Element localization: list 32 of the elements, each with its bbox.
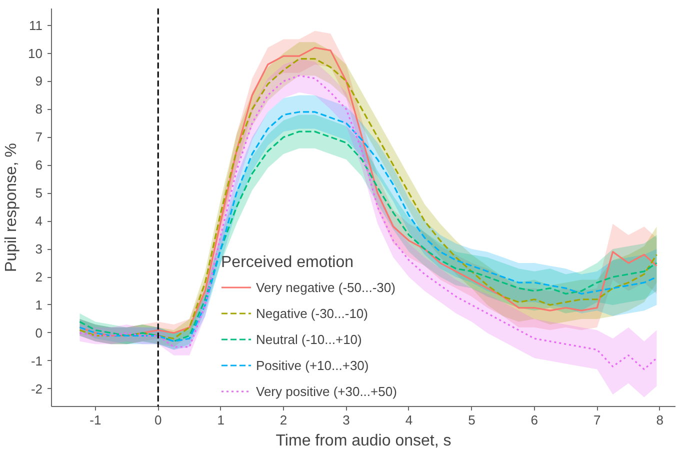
y-tick-label: 5 (35, 186, 43, 201)
x-tick-label: 0 (154, 412, 162, 428)
legend-label: Neutral (-10...+10) (256, 332, 362, 346)
y-tick-label: 6 (35, 158, 43, 173)
legend-label: Very negative (-50...-30) (256, 280, 396, 294)
x-axis-title: Time from audio onset, s (276, 432, 452, 450)
y-tick-label: 11 (29, 18, 43, 33)
y-axis-title: Pupil response, % (3, 143, 20, 272)
x-tick-label: 1 (217, 412, 224, 428)
legend-label: Very positive (+30...+50) (256, 384, 397, 398)
y-tick-label: 7 (35, 130, 43, 145)
y-tick-label: -2 (30, 381, 43, 396)
x-tick-label: 5 (468, 412, 476, 428)
legend-label: Negative (-30...-10) (256, 306, 368, 320)
y-tick-label: 4 (35, 214, 43, 229)
x-tick-label: 4 (405, 412, 413, 428)
x-tick-label: 3 (342, 412, 350, 428)
y-tick-label: 2 (35, 270, 43, 285)
y-tick-label: 3 (35, 242, 43, 257)
x-tick-label: -1 (90, 412, 102, 428)
y-tick-label: 9 (35, 74, 43, 89)
x-tick-label: 8 (656, 412, 664, 428)
x-tick-label: 7 (593, 412, 601, 428)
x-tick-label: 6 (530, 412, 538, 428)
x-tick-label: 2 (280, 412, 288, 428)
y-tick-label: -1 (30, 353, 43, 368)
y-tick-label: 10 (28, 46, 43, 61)
legend-title: Perceived emotion (221, 254, 355, 272)
y-tick-label: 8 (35, 102, 43, 117)
y-tick-label: 0 (35, 325, 43, 340)
legend-label: Positive (+10...+30) (256, 358, 369, 372)
y-tick-label: 1 (35, 297, 43, 312)
